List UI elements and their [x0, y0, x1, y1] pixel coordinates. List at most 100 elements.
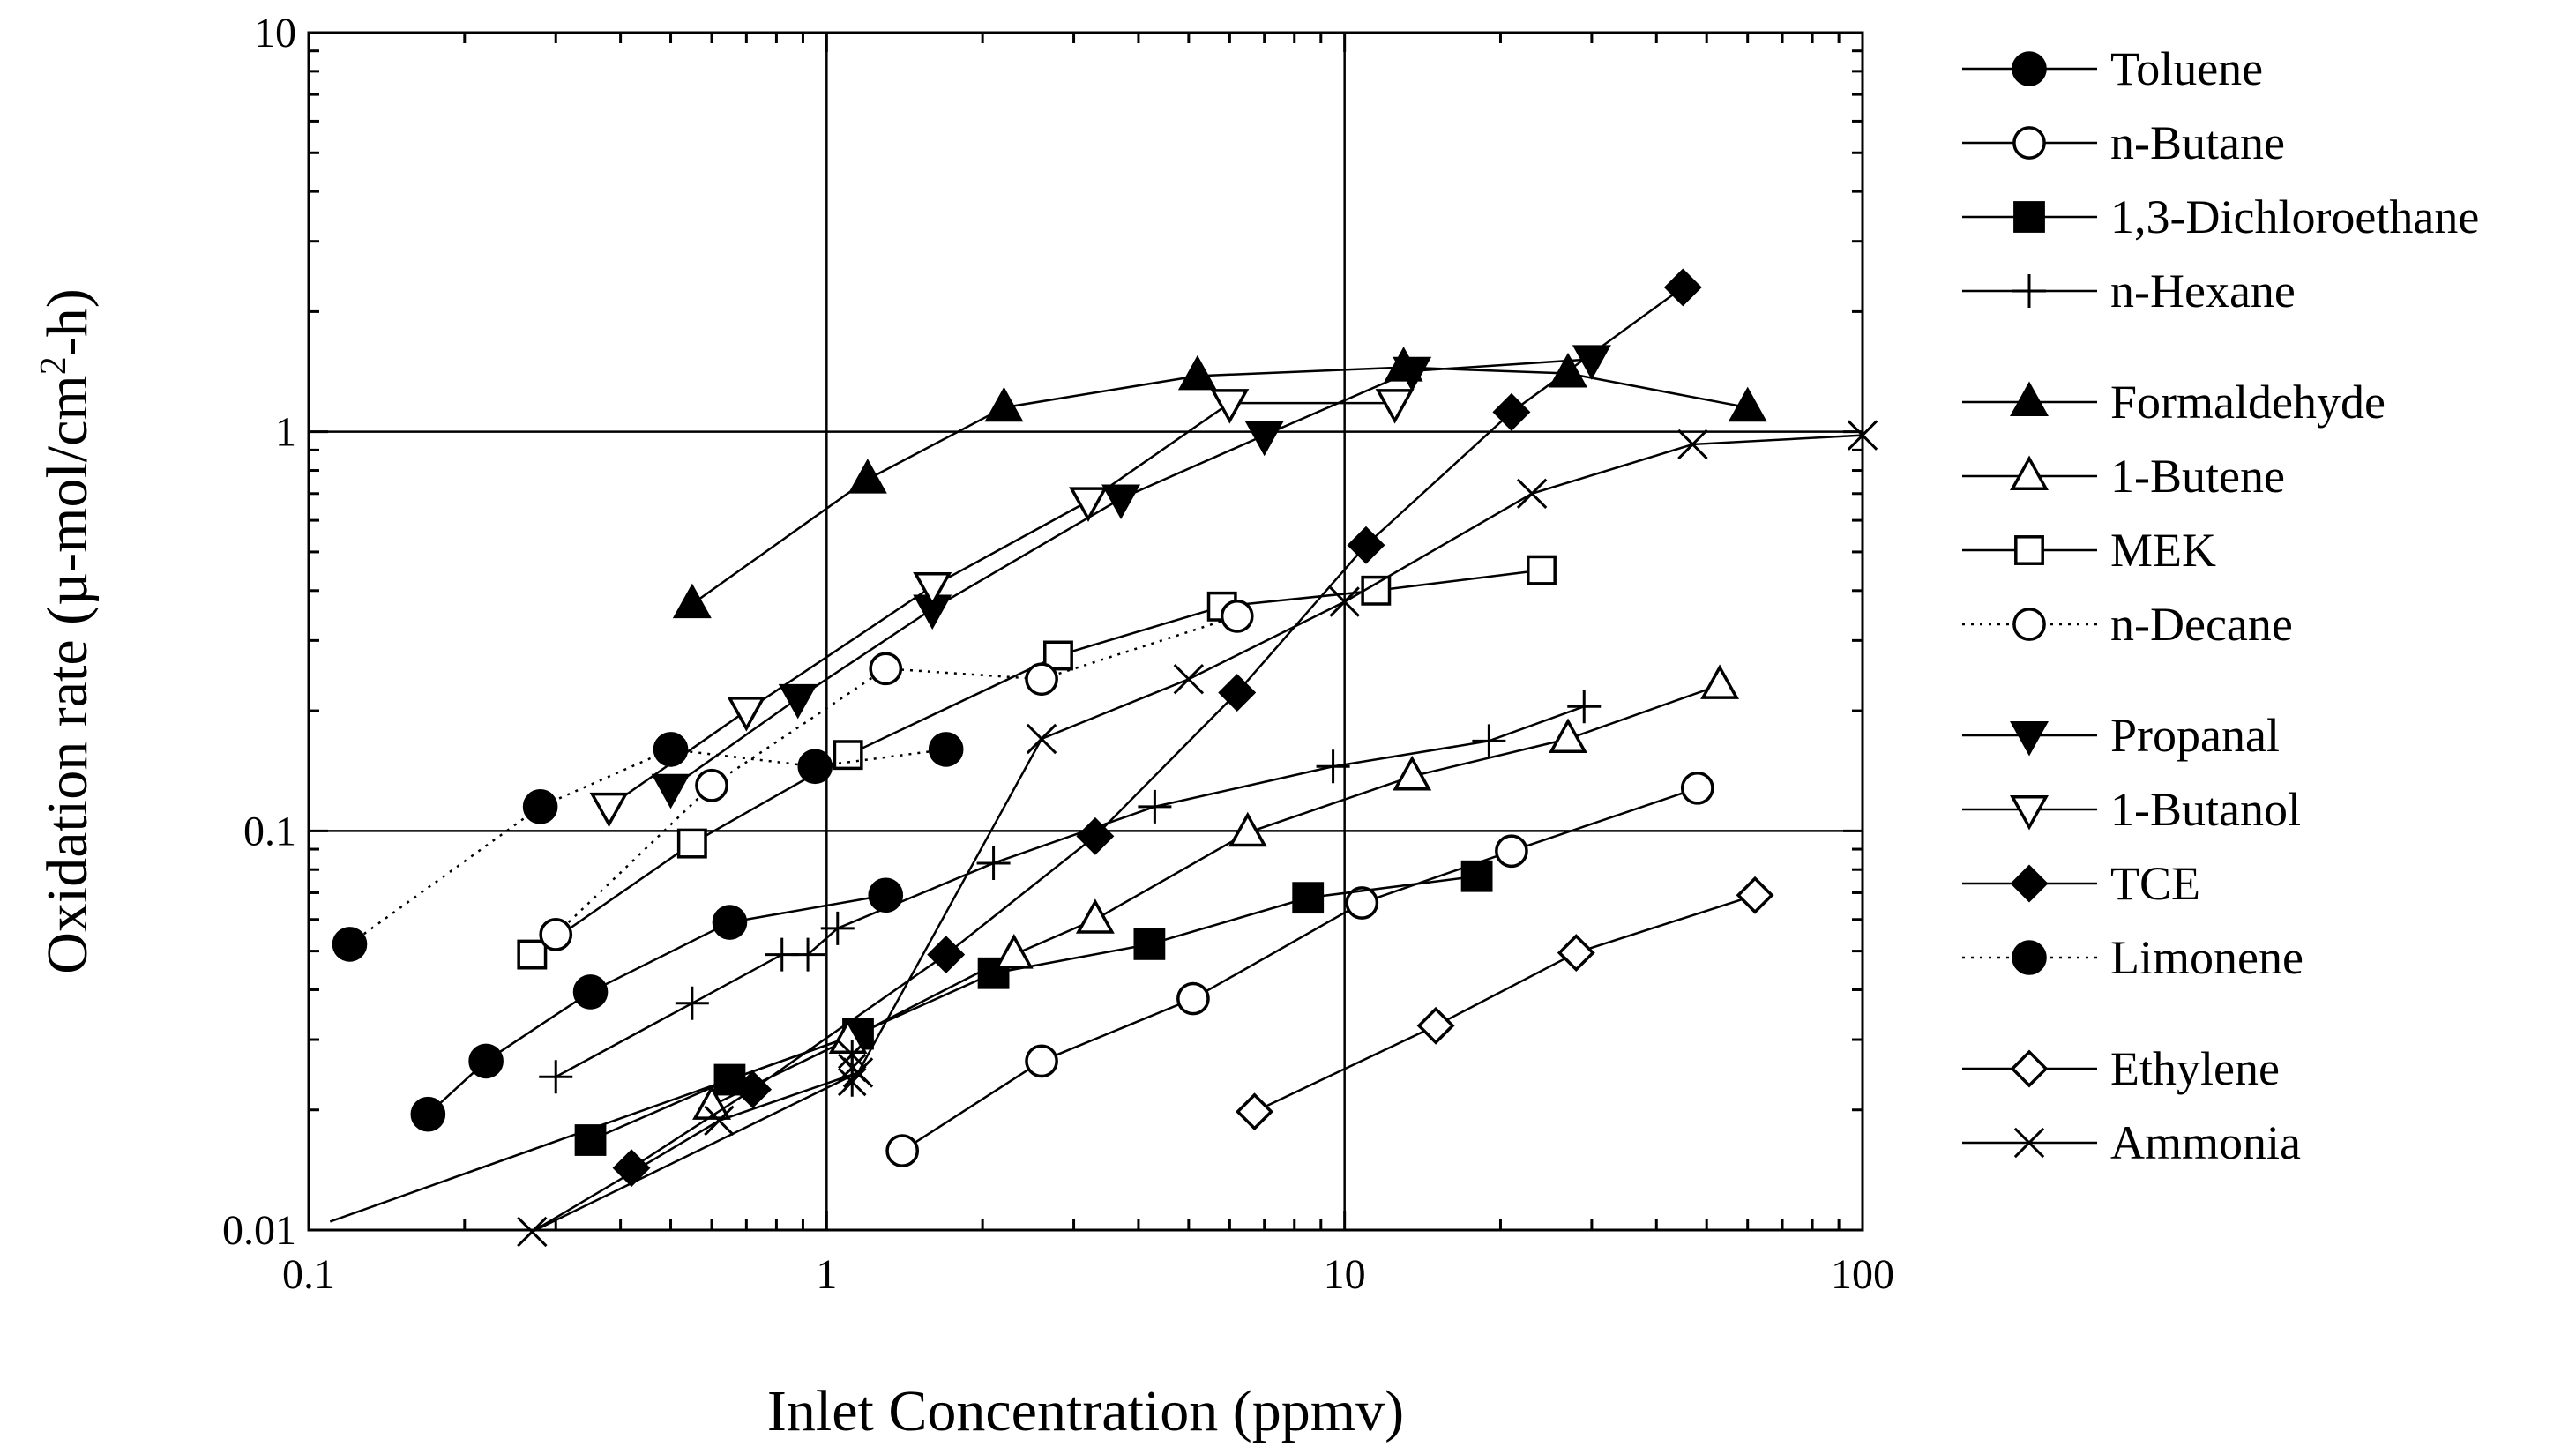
legend-marker-1-3-dichloroethane: [2013, 201, 2045, 233]
gridlines: [309, 33, 1863, 1230]
data-point-n-hexane: [1316, 749, 1350, 784]
series-1-butanol: [589, 389, 1415, 828]
legend-label: 1,3-Dichloroethane: [2110, 190, 2479, 243]
series-line-n-hexane: [555, 705, 1585, 1078]
legend-label: 1-Butene: [2110, 450, 2285, 503]
legend-item-ethylene: Ethylene: [1962, 1042, 2280, 1095]
data-point-1-butene: [1700, 664, 1740, 699]
data-point-propanal: [651, 773, 691, 809]
data-point-limonene: [522, 789, 558, 824]
data-point-n-hexane: [1138, 789, 1172, 824]
data-point-1-3-dichloroethane: [1292, 882, 1325, 914]
legend: Toluene n-Butane 1,3-Dichloroethane n-Hexan…: [1962, 42, 2479, 1169]
data-point-1-butanol: [913, 571, 952, 608]
data-point-n-butane: [1495, 834, 1528, 869]
y-axis-title-superscript: 2: [34, 356, 74, 375]
data-point-tce: [1218, 674, 1257, 712]
data-point-n-butane: [1025, 1044, 1058, 1078]
series-propanal: [651, 345, 1611, 809]
data-point-ethylene: [1736, 876, 1774, 914]
series-limonene: [332, 732, 964, 962]
data-point-ammonia: [517, 1216, 548, 1248]
data-point-1-butene: [1393, 755, 1432, 791]
legend-item-limonene: Limonene: [1962, 931, 2303, 984]
data-point-n-butane: [1176, 981, 1210, 1016]
legend-label: Ammonia: [2110, 1116, 2301, 1169]
series-line-mek: [531, 569, 1542, 956]
series-n-butane: [885, 771, 1714, 1167]
legend-label: Propanal: [2110, 709, 2280, 762]
series-line-ethylene: [1253, 894, 1756, 1113]
legend-marker-1-butanol: [2010, 795, 2049, 831]
data-point-toluene: [712, 905, 748, 940]
legend-marker-1-butene: [2010, 455, 2049, 490]
series-asterisk: [837, 1040, 867, 1097]
data-point-1-butanol: [1210, 389, 1250, 424]
legend-item-n-hexane: n-Hexane: [1962, 265, 2296, 317]
series-line-tce: [631, 286, 1684, 1169]
data-point-formaldehyde: [1728, 386, 1767, 422]
legend-item-1-butanol: 1-Butanol: [1962, 783, 2301, 836]
y-tick-label: 10: [254, 10, 296, 56]
legend-marker-toluene: [2012, 51, 2047, 86]
x-axis-title: Inlet Concentration (ppmv): [767, 1379, 1404, 1443]
data-point-propanal: [1572, 345, 1611, 380]
data-point-toluene: [572, 974, 609, 1010]
series-line-n-butane: [901, 787, 1699, 1152]
data-point-ammonia: [704, 1105, 735, 1137]
data-point-n-decane: [1220, 600, 1254, 633]
data-point-ammonia: [1329, 586, 1360, 617]
data-point-asterisk: [837, 1040, 867, 1070]
data-point-n-decane: [1025, 662, 1058, 697]
legend-marker-mek: [2014, 535, 2044, 565]
y-axis-title-tail: -h): [35, 288, 100, 356]
legend-label: n-Butane: [2110, 116, 2285, 169]
data-series: [332, 268, 1878, 1248]
legend-label: Formaldehyde: [2110, 376, 2386, 429]
series-ammonia: [517, 420, 1878, 1248]
x-tick-label: 0.1: [282, 1251, 335, 1298]
legend-marker-tce: [2010, 864, 2049, 903]
legend-label: n-Hexane: [2110, 265, 2296, 317]
series-n-decane: [539, 600, 1254, 951]
legend-label: Ethylene: [2110, 1042, 2280, 1095]
data-point-1-butanol: [1375, 389, 1415, 424]
data-point-n-hexane: [675, 986, 709, 1020]
data-point-ammonia: [1173, 664, 1205, 695]
data-point-formaldehyde: [1177, 354, 1217, 391]
data-point-1-butanol: [589, 792, 629, 828]
data-point-ethylene: [1557, 934, 1595, 973]
legend-item-tce: TCE: [1962, 857, 2200, 910]
data-point-toluene: [468, 1043, 504, 1079]
data-point-limonene: [653, 732, 689, 767]
data-point-formaldehyde: [847, 459, 887, 494]
data-point-1-butene: [1549, 718, 1587, 754]
legend-item-1-butene: 1-Butene: [1962, 450, 2285, 503]
data-point-propanal: [1244, 421, 1284, 457]
x-tick-label: 1: [816, 1251, 837, 1298]
x-tick-label: 10: [1324, 1251, 1366, 1298]
legend-label: n-Decane: [2110, 598, 2293, 651]
legend-marker-propanal: [2010, 721, 2049, 757]
series-line-limonene: [348, 748, 946, 945]
data-point-mek: [1361, 575, 1392, 606]
series-toluene: [410, 877, 904, 1132]
data-point-ammonia: [1516, 478, 1548, 509]
data-point-tce: [1663, 268, 1702, 307]
y-axis-title: Oxidation rate (µ-mol/cm2-h): [34, 288, 100, 973]
data-point-ethylene: [1236, 1092, 1273, 1131]
series-tce: [612, 268, 1702, 1188]
data-point-toluene: [868, 877, 904, 913]
legend-marker-n-butane: [2012, 126, 2046, 160]
data-point-1-3-dichloroethane: [1460, 860, 1493, 892]
legend-item-mek: MEK: [1962, 524, 2216, 577]
legend-item-1-3-dichloroethane: 1,3-Dichloroethane: [1962, 190, 2479, 243]
data-point-n-hexane: [791, 937, 825, 972]
series-line-ammonia: [531, 434, 1863, 1234]
legend-marker-n-hexane: [2012, 274, 2046, 308]
legend-marker-n-decane: [2012, 608, 2046, 641]
legend-label: MEK: [2110, 524, 2216, 577]
data-point-ethylene: [1416, 1006, 1455, 1045]
